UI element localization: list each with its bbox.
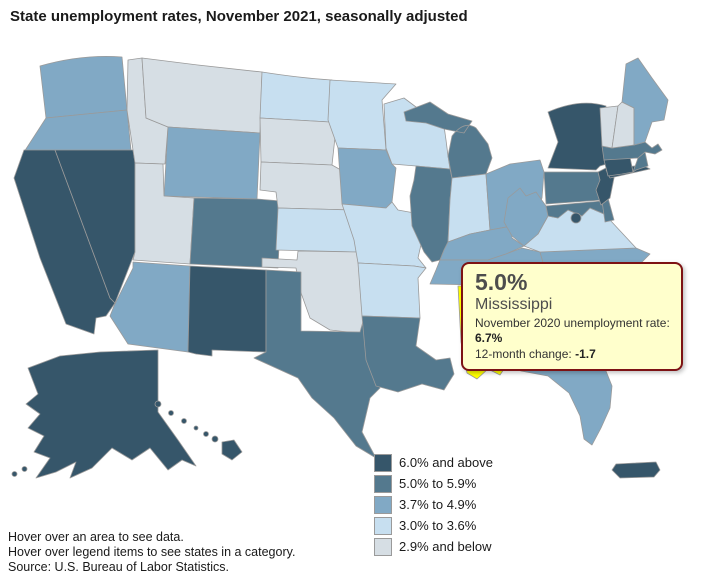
tooltip-change-label: 12-month change: — [475, 346, 572, 361]
legend-swatch — [374, 516, 392, 535]
state-pennsylvania[interactable] — [543, 171, 605, 205]
legend-label: 5.0% to 5.9% — [399, 476, 477, 491]
state-washington[interactable] — [39, 56, 128, 119]
state-montana[interactable] — [141, 57, 263, 134]
tooltip-rate: 5.0% — [475, 269, 528, 295]
footnotes: Hover over an area to see data. Hover ov… — [8, 530, 295, 575]
state-iowa[interactable] — [337, 147, 397, 209]
state-louisiana[interactable] — [361, 315, 455, 393]
tooltip-change-value: -1.7 — [575, 346, 596, 361]
legend-item-6.0-and-above[interactable]: 6.0% and above — [374, 452, 493, 473]
state-south-dakota[interactable] — [259, 117, 337, 166]
state-puerto-rico[interactable] — [611, 461, 661, 479]
tooltip-prev-line: November 2020 unemployment rate: 6.7% — [475, 316, 671, 347]
legend-swatch — [374, 537, 392, 556]
tooltip-prev-value: 6.7% — [475, 331, 503, 346]
state-arkansas[interactable] — [357, 262, 427, 319]
state-new-mexico[interactable] — [187, 265, 267, 357]
state-north-dakota[interactable] — [259, 71, 333, 123]
state-texas[interactable] — [253, 269, 381, 459]
legend: 6.0% and above 5.0% to 5.9% 3.7% to 4.9% 3.… — [374, 452, 493, 557]
legend-item-3.0-to-3.6-[interactable]: 3.0% to 3.6% — [374, 515, 493, 536]
note-hover-area: Hover over an area to see data. — [8, 530, 184, 544]
legend-label: 3.7% to 4.9% — [399, 497, 477, 512]
legend-label: 3.0% to 3.6% — [399, 518, 477, 533]
legend-swatch — [374, 474, 392, 493]
legend-swatch — [374, 453, 392, 472]
tooltip-state-name: Mississippi — [475, 296, 553, 314]
tooltip: 5.0% Mississippi November 2020 unemploym… — [461, 262, 683, 372]
state-hawaii[interactable] — [154, 400, 243, 461]
legend-item-3.7-to-4.9-[interactable]: 3.7% to 4.9% — [374, 494, 493, 515]
tooltip-change-line: 12-month change: -1.7 — [475, 347, 671, 363]
state-alaska[interactable] — [11, 349, 197, 479]
state-oregon[interactable] — [23, 109, 132, 153]
source-line: Source: U.S. Bureau of Labor Statistics. — [8, 560, 229, 574]
state-maine[interactable] — [621, 57, 669, 146]
state-colorado[interactable] — [189, 197, 282, 269]
note-hover-legend: Hover over legend items to see states in… — [8, 545, 296, 559]
tooltip-prev-label: November 2020 unemployment rate: — [475, 315, 670, 330]
legend-label: 2.9% and below — [399, 539, 492, 554]
chart-title: State unemployment rates, November 2021,… — [10, 8, 468, 25]
state-wyoming[interactable] — [163, 126, 261, 200]
legend-item-5.0-to-5.9-[interactable]: 5.0% to 5.9% — [374, 473, 493, 494]
legend-label: 6.0% and above — [399, 455, 493, 470]
legend-item-2.9-and-below[interactable]: 2.9% and below — [374, 536, 493, 557]
state-district-of-columbia[interactable] — [570, 212, 582, 224]
legend-swatch — [374, 495, 392, 514]
